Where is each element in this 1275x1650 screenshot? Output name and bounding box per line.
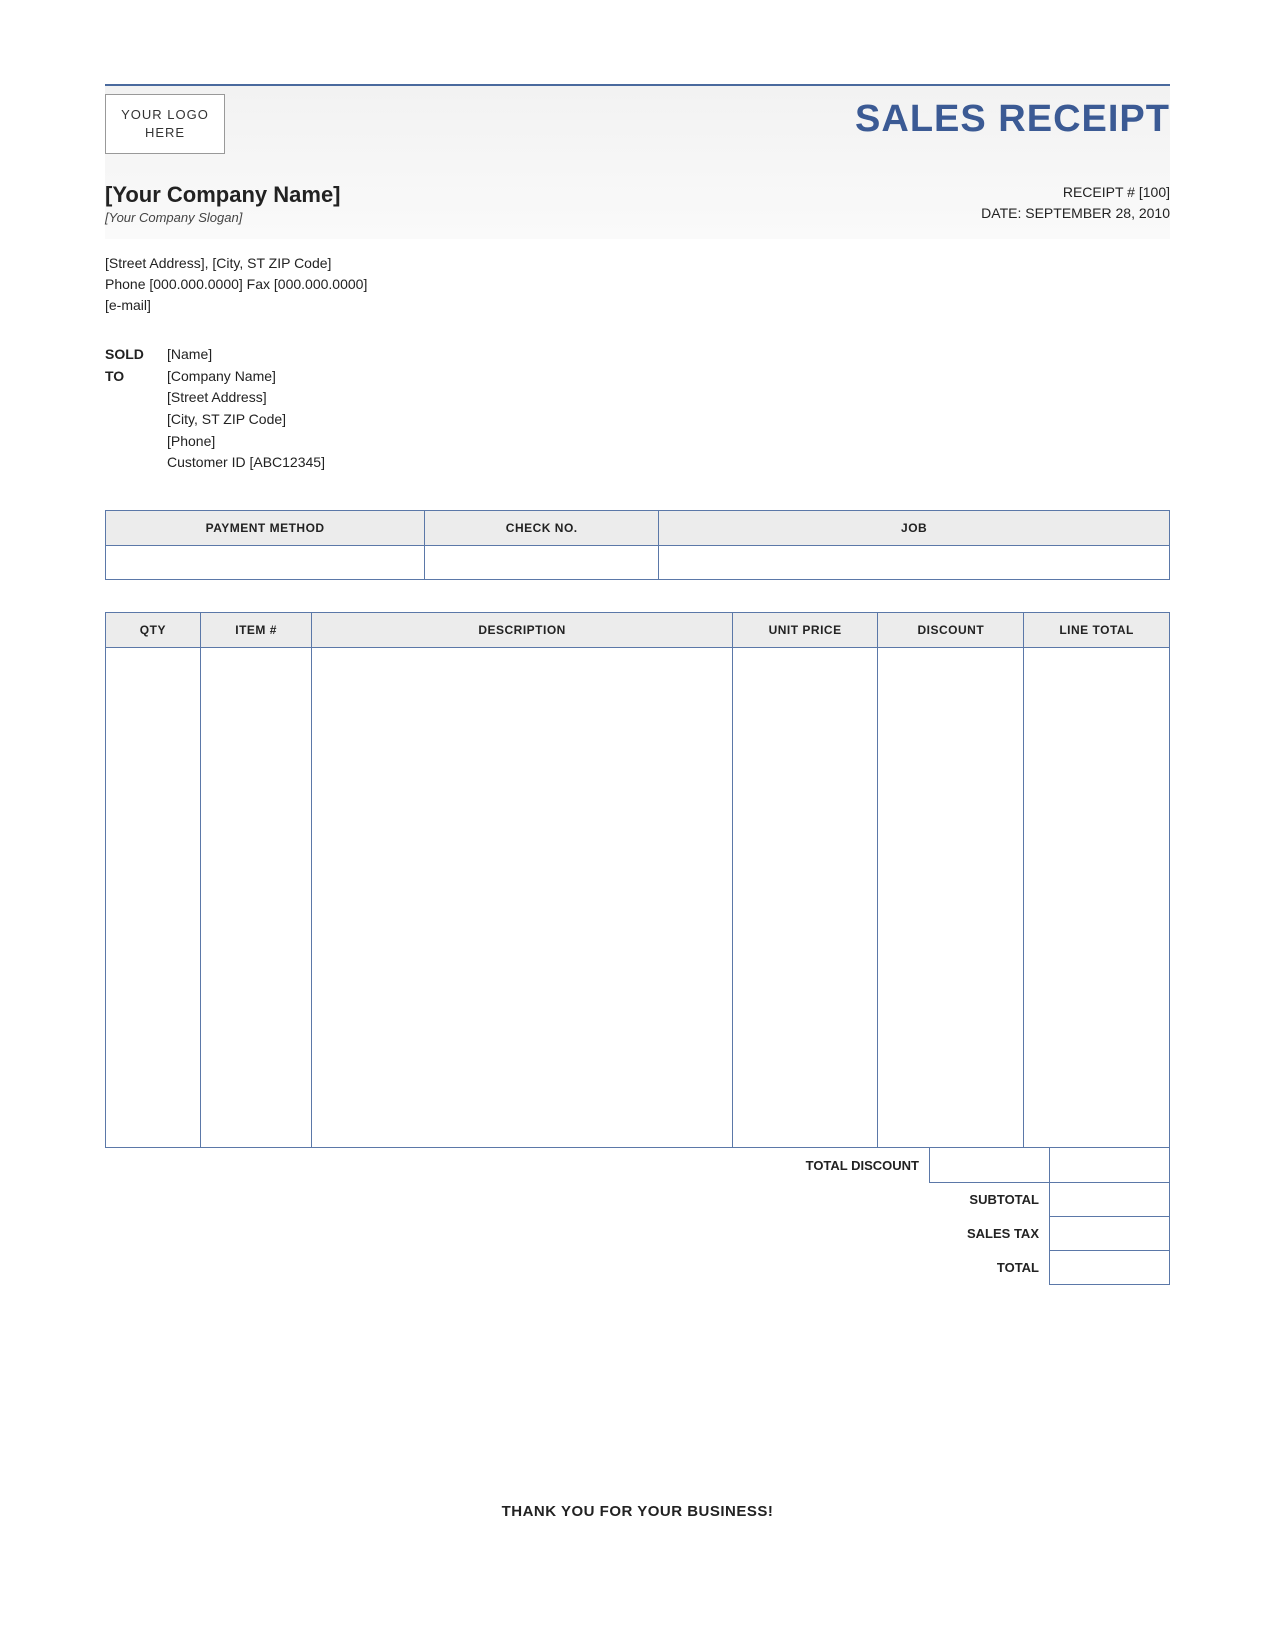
receipt-number-value: [100] xyxy=(1139,184,1170,200)
header-top-row: YOUR LOGO HERE SALES RECEIPT xyxy=(105,86,1170,164)
sold-to-label-line1: SOLD xyxy=(105,344,167,366)
seller-address: [Street Address], [City, ST ZIP Code] Ph… xyxy=(105,239,1170,316)
company-block: [Your Company Name] [Your Company Slogan… xyxy=(105,182,341,225)
total-discount-disc-cell[interactable] xyxy=(930,1148,1050,1182)
payment-col-check: CHECK NO. xyxy=(425,511,659,546)
payment-col-job: JOB xyxy=(659,511,1170,546)
spacer xyxy=(105,1216,621,1250)
receipt-number-label: RECEIPT # xyxy=(1063,184,1135,200)
seller-email: [e-mail] xyxy=(105,295,1170,316)
payment-check-cell[interactable] xyxy=(425,546,659,580)
items-body-desc[interactable] xyxy=(312,648,732,1148)
date-value: SEPTEMBER 28, 2010 xyxy=(1025,205,1170,221)
date-label: DATE: xyxy=(981,205,1021,221)
items-body-row xyxy=(106,648,1170,1148)
subtotal-cell[interactable] xyxy=(1050,1182,1170,1216)
soldto-company: [Company Name] xyxy=(167,366,325,388)
items-body-total[interactable] xyxy=(1024,648,1170,1148)
sales-tax-label: SALES TAX xyxy=(621,1216,1050,1250)
total-discount-total-cell[interactable] xyxy=(1050,1148,1170,1182)
items-col-disc: DISCOUNT xyxy=(878,613,1024,648)
company-row: [Your Company Name] [Your Company Slogan… xyxy=(105,164,1170,229)
soldto-street: [Street Address] xyxy=(167,387,325,409)
receipt-number-line: RECEIPT # [100] xyxy=(981,182,1170,203)
items-col-unit: UNIT PRICE xyxy=(732,613,878,648)
company-slogan: [Your Company Slogan] xyxy=(105,210,341,225)
items-col-qty: QTY xyxy=(106,613,201,648)
items-body-qty[interactable] xyxy=(106,648,201,1148)
items-body-disc[interactable] xyxy=(878,648,1024,1148)
payment-header-row: PAYMENT METHOD CHECK NO. JOB xyxy=(106,511,1170,546)
soldto-customer-id: Customer ID [ABC12345] xyxy=(167,452,325,474)
logo-text: YOUR LOGO HERE xyxy=(106,106,224,141)
spacer xyxy=(105,1250,621,1284)
seller-phone-fax: Phone [000.000.0000] Fax [000.000.0000] xyxy=(105,274,1170,295)
sold-to-label-line2: TO xyxy=(105,366,167,388)
total-discount-row: TOTAL DISCOUNT xyxy=(105,1148,1170,1182)
logo-placeholder: YOUR LOGO HERE xyxy=(105,94,225,154)
payment-col-method: PAYMENT METHOD xyxy=(106,511,425,546)
items-body-item[interactable] xyxy=(200,648,312,1148)
company-name: [Your Company Name] xyxy=(105,182,341,208)
items-header-row: QTY ITEM # DESCRIPTION UNIT PRICE DISCOU… xyxy=(106,613,1170,648)
items-col-desc: DESCRIPTION xyxy=(312,613,732,648)
header-region: YOUR LOGO HERE SALES RECEIPT [Your Compa… xyxy=(105,84,1170,239)
sold-to-block: SOLD TO [Name] [Company Name] [Street Ad… xyxy=(105,316,1170,474)
items-body-unit[interactable] xyxy=(732,648,878,1148)
document-title: SALES RECEIPT xyxy=(855,98,1170,141)
sales-tax-cell[interactable] xyxy=(1050,1216,1170,1250)
payment-job-cell[interactable] xyxy=(659,546,1170,580)
items-col-item: ITEM # xyxy=(200,613,312,648)
sold-to-label: SOLD TO xyxy=(105,344,167,474)
payment-table: PAYMENT METHOD CHECK NO. JOB xyxy=(105,510,1170,580)
spacer xyxy=(105,1182,621,1216)
total-row: TOTAL xyxy=(105,1250,1170,1284)
payment-method-cell[interactable] xyxy=(106,546,425,580)
sales-tax-row: SALES TAX xyxy=(105,1216,1170,1250)
receipt-meta: RECEIPT # [100] DATE: SEPTEMBER 28, 2010 xyxy=(981,182,1170,224)
soldto-name: [Name] xyxy=(167,344,325,366)
subtotal-label: SUBTOTAL xyxy=(621,1182,1050,1216)
receipt-page: YOUR LOGO HERE SALES RECEIPT [Your Compa… xyxy=(0,0,1275,1650)
total-cell[interactable] xyxy=(1050,1250,1170,1284)
items-table: QTY ITEM # DESCRIPTION UNIT PRICE DISCOU… xyxy=(105,612,1170,1148)
spacer xyxy=(105,1148,621,1182)
total-discount-label: TOTAL DISCOUNT xyxy=(621,1148,930,1182)
sold-to-body: [Name] [Company Name] [Street Address] [… xyxy=(167,344,325,474)
thank-you-footer: THANK YOU FOR YOUR BUSINESS! xyxy=(0,1503,1275,1520)
totals-table: TOTAL DISCOUNT SUBTOTAL SALES TAX TOTAL xyxy=(105,1148,1170,1285)
soldto-city: [City, ST ZIP Code] xyxy=(167,409,325,431)
total-label: TOTAL xyxy=(621,1250,1050,1284)
seller-address-line: [Street Address], [City, ST ZIP Code] xyxy=(105,253,1170,274)
soldto-phone: [Phone] xyxy=(167,431,325,453)
payment-value-row xyxy=(106,546,1170,580)
items-col-total: LINE TOTAL xyxy=(1024,613,1170,648)
receipt-date-line: DATE: SEPTEMBER 28, 2010 xyxy=(981,203,1170,224)
subtotal-row: SUBTOTAL xyxy=(105,1182,1170,1216)
